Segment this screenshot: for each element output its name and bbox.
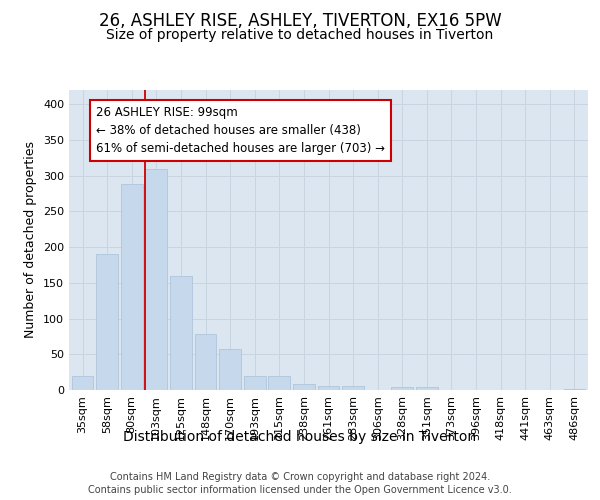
Text: 26, ASHLEY RISE, ASHLEY, TIVERTON, EX16 5PW: 26, ASHLEY RISE, ASHLEY, TIVERTON, EX16 … [98, 12, 502, 30]
Y-axis label: Number of detached properties: Number of detached properties [25, 142, 37, 338]
Bar [268, 376, 290, 390]
Bar [244, 376, 266, 390]
Bar [342, 386, 364, 390]
Bar [72, 376, 94, 390]
Text: Contains public sector information licensed under the Open Government Licence v3: Contains public sector information licen… [88, 485, 512, 495]
Bar [293, 384, 315, 390]
Text: 26 ASHLEY RISE: 99sqm
← 38% of detached houses are smaller (438)
61% of semi-det: 26 ASHLEY RISE: 99sqm ← 38% of detached … [96, 106, 385, 154]
Bar [416, 387, 438, 390]
Bar [563, 388, 585, 390]
Bar [194, 334, 217, 390]
Bar [170, 276, 192, 390]
Bar [219, 348, 241, 390]
Bar [97, 254, 118, 390]
Text: Contains HM Land Registry data © Crown copyright and database right 2024.: Contains HM Land Registry data © Crown c… [110, 472, 490, 482]
Text: Size of property relative to detached houses in Tiverton: Size of property relative to detached ho… [106, 28, 494, 42]
Bar [317, 386, 340, 390]
Bar [121, 184, 143, 390]
Bar [145, 168, 167, 390]
Bar [391, 387, 413, 390]
Text: Distribution of detached houses by size in Tiverton: Distribution of detached houses by size … [124, 430, 476, 444]
